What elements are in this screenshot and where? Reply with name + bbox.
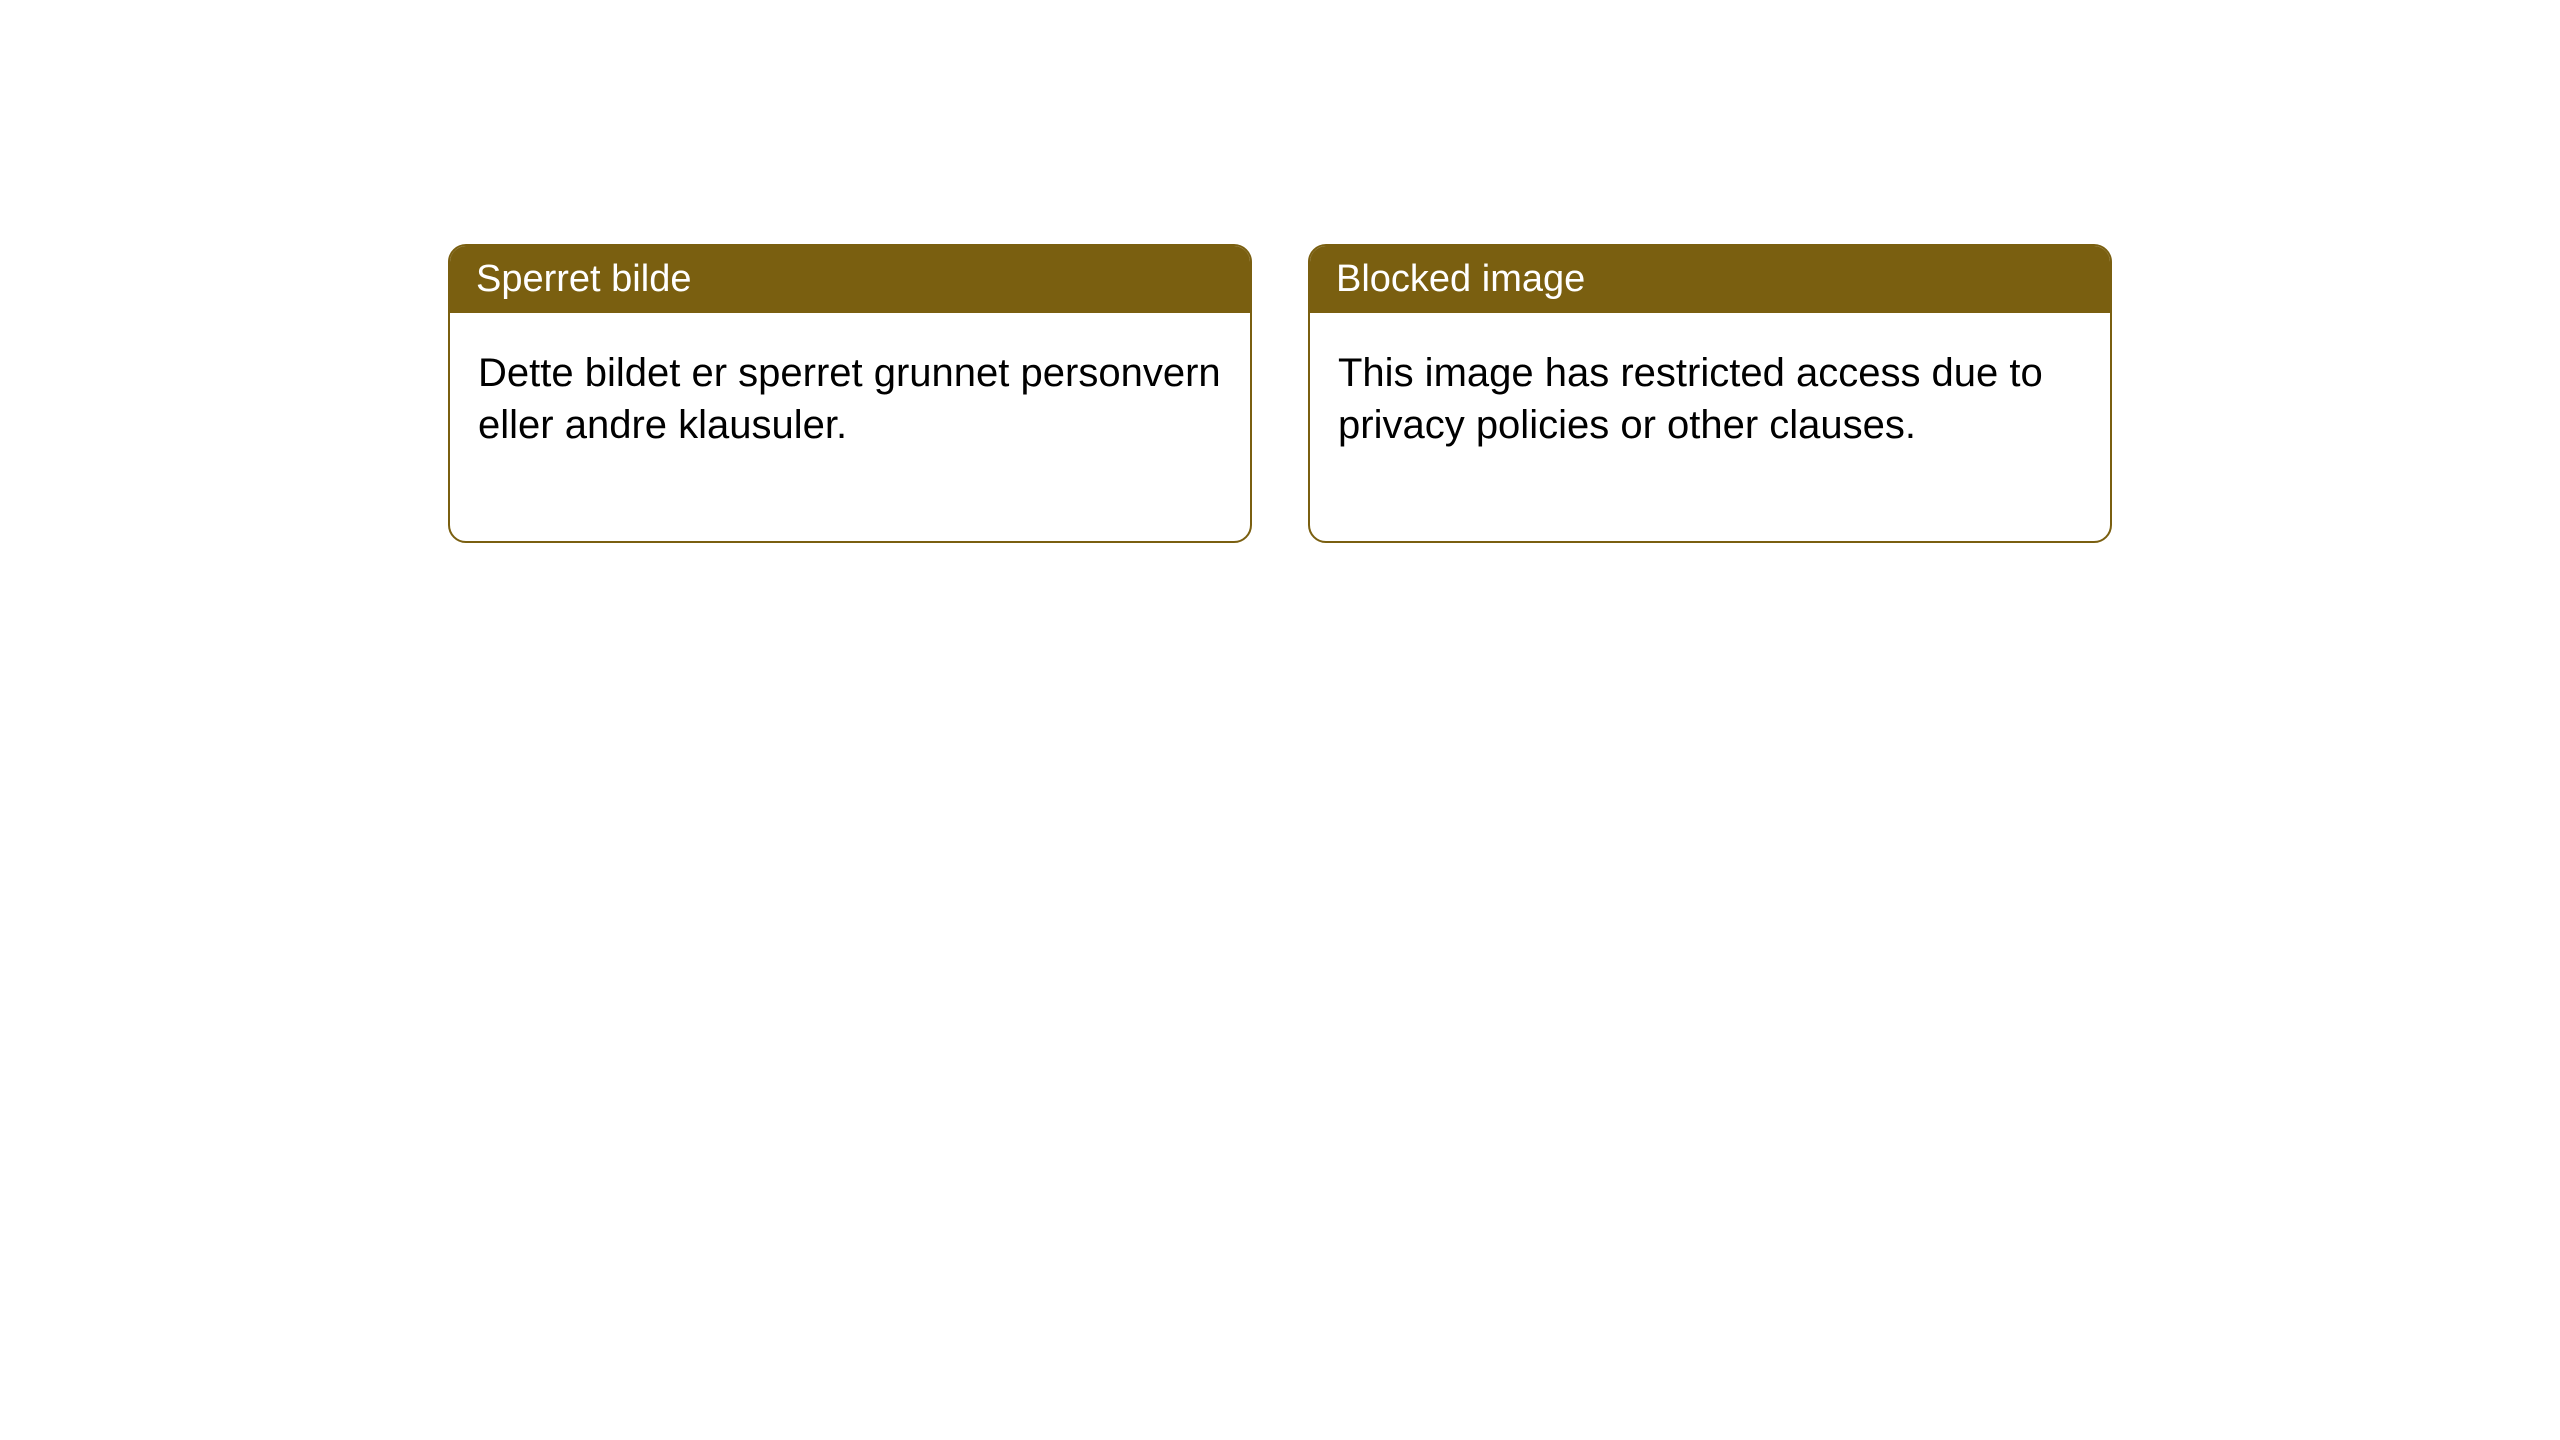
notice-card-title: Blocked image [1336,258,1585,300]
notice-cards-container: Sperret bilde Dette bildet er sperret gr… [448,244,2112,543]
notice-card-header: Blocked image [1310,246,2110,313]
notice-card-english: Blocked image This image has restricted … [1308,244,2112,543]
notice-card-body: Dette bildet er sperret grunnet personve… [450,313,1250,541]
notice-card-text: This image has restricted access due to … [1338,351,2043,447]
notice-card-header: Sperret bilde [450,246,1250,313]
notice-card-norwegian: Sperret bilde Dette bildet er sperret gr… [448,244,1252,543]
notice-card-text: Dette bildet er sperret grunnet personve… [478,351,1221,447]
notice-card-body: This image has restricted access due to … [1310,313,2110,541]
notice-card-title: Sperret bilde [476,258,691,300]
